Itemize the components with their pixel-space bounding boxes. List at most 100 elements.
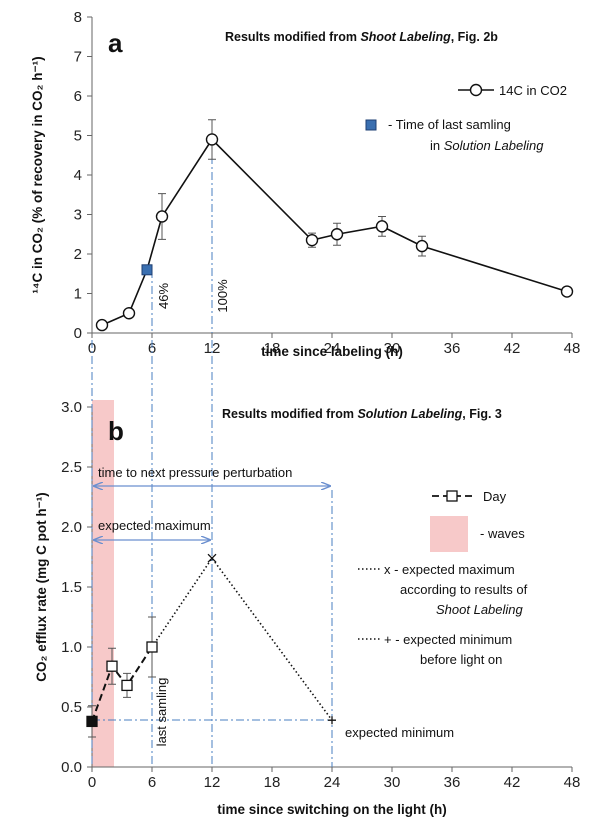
panel-a-ytick-label: 5 <box>74 128 82 145</box>
panel-b-label-next-perturbation: time to next pressure perturbation <box>98 465 292 480</box>
panel-b-xtick-label: 36 <box>444 774 461 791</box>
panel-a-ytick-label: 2 <box>74 246 82 263</box>
panel-b-xtick-label: 42 <box>504 774 521 791</box>
panel-b-title-pre: Results modified from <box>222 407 357 421</box>
panel-b-y-ticks: 0.0 0.5 1.0 1.5 2.0 2.5 3.0 <box>61 399 92 776</box>
panel-b-xtick-label: 18 <box>264 774 281 791</box>
panel-a-legend-sampling-line1: - Time of last samling <box>388 117 511 132</box>
panel-a-xtick-label: 12 <box>204 340 221 357</box>
panel-b-expected-max-marker <box>207 553 217 563</box>
panel-a-data-point <box>305 233 319 247</box>
panel-a-ytick-label: 7 <box>74 49 82 66</box>
panel-b-xtick-label: 12 <box>204 774 221 791</box>
panel-b-xtick-label: 48 <box>564 774 581 791</box>
panel-b-xlabel: time since switching on the light (h) <box>217 802 447 817</box>
panel-b-series <box>86 553 336 738</box>
panel-a-title-em: Shoot Labeling <box>360 30 451 44</box>
panel-a-data-point <box>375 220 389 233</box>
panel-a-title-post: , Fig. 2b <box>451 30 499 44</box>
panel-a-xtick-label: 30 <box>384 340 401 357</box>
panel-b-expected-min-marker <box>328 716 336 725</box>
panel-b-legend-max-line2: according to results of <box>400 582 528 597</box>
panel-a-xtick-label: 24 <box>324 340 341 357</box>
panel-b-xtick-label: 30 <box>384 774 401 791</box>
panel-b-legend-max-line1: x - expected maximum <box>384 562 515 577</box>
panel-b-legend-min-line2: before light on <box>420 652 502 667</box>
panel-a-legend-label: 14C in CO2 <box>499 83 567 98</box>
panel-a-data-point <box>330 228 344 241</box>
panel-b-title: Results modified from Solution Labeling,… <box>222 407 502 421</box>
panel-a-legend-square <box>365 119 377 131</box>
panel-a-series-line <box>101 138 568 326</box>
panel-a-ytick-label: 0 <box>74 325 82 342</box>
panel-b-data-point <box>121 679 133 692</box>
panel-a-ytick-label: 6 <box>74 88 82 105</box>
panel-b-label-last-sampling: last samling <box>154 678 169 747</box>
panel-b-expected-line <box>151 556 333 721</box>
panel-a-last-sampling-point <box>141 264 153 276</box>
panel-b-x-ticks: 0 6 12 18 24 30 36 42 48 <box>88 767 581 791</box>
panel-a-data-point <box>155 210 169 223</box>
panel-a-series <box>95 119 574 332</box>
panel-b-legend: Day - waves x - expected maximum accordi… <box>358 489 528 667</box>
panel-a-title-pre: Results modified from <box>225 30 360 44</box>
panel-b-title-em: Solution Labeling <box>357 407 462 421</box>
panel-a-y-ticks: 0 1 2 3 4 5 6 7 8 <box>74 9 92 342</box>
panel-a-title: Results modified from Shoot Labeling, Fi… <box>225 30 498 44</box>
panel-a-xtick-label: 36 <box>444 340 461 357</box>
panel-b-label-expected-minimum: expected minimum <box>345 725 454 740</box>
panel-b: 0.0 0.5 1.0 1.5 2.0 2.5 3.0 0 6 12 18 24 30 36 42 48 t… <box>34 340 580 817</box>
panel-a-data-point <box>560 285 574 298</box>
panel-b-legend-max-line3: Shoot Labeling <box>436 602 524 617</box>
panel-a-data-point <box>95 318 109 332</box>
panel-b-label-expected-maximum: expected maximum <box>98 518 211 533</box>
panel-a-xtick-label: 0 <box>88 340 96 357</box>
panel-a-ytick-label: 4 <box>74 167 82 184</box>
panel-a-xtick-label: 6 <box>148 340 156 357</box>
panel-a-xlabel: time since labeling (h) <box>261 344 403 359</box>
panel-a-legend-sampling-em: Solution Labeling <box>444 138 545 153</box>
panel-b-ytick-label: 2.5 <box>61 459 82 476</box>
panel-b-ytick-label: 1.5 <box>61 579 82 596</box>
panel-b-waves-band <box>92 400 114 767</box>
panel-b-ytick-label: 0.5 <box>61 699 82 716</box>
panel-a-label-46: 46% <box>156 283 171 309</box>
panel-b-data-point <box>86 715 98 728</box>
panel-b-ytick-label: 1.0 <box>61 639 82 656</box>
panel-b-legend-day-marker <box>446 490 458 502</box>
panel-b-data-point <box>106 660 118 672</box>
panel-a-label-100: 100% <box>215 279 230 313</box>
panel-b-ylabel: CO₂ efflux rate (mg C pot h⁻¹) <box>34 492 49 681</box>
panel-a-ytick-label: 8 <box>74 9 82 26</box>
panel-a-ytick-label: 3 <box>74 207 82 224</box>
panel-b-title-post: , Fig. 3 <box>462 407 502 421</box>
panel-a-letter: a <box>108 28 123 58</box>
panel-a-data-point <box>122 307 136 320</box>
panel-a-ylabel: ¹⁴C in CO₂ (% of recovery in CO₂ h⁻¹) <box>30 56 45 293</box>
panel-b-ytick-label: 0.0 <box>61 759 82 776</box>
panel-b-legend-waves-label: - waves <box>480 526 525 541</box>
panel-b-letter: b <box>108 416 124 446</box>
panel-a-xtick-label: 48 <box>564 340 581 357</box>
panel-b-legend-min-line1: + - expected minimum <box>384 632 512 647</box>
panel-b-ytick-label: 3.0 <box>61 399 82 416</box>
panel-a-legend-sampling-pre: in <box>430 138 444 153</box>
panel-a-x-ticks: 0 6 12 18 24 30 36 42 48 <box>88 333 581 357</box>
panel-a-data-point <box>415 239 429 253</box>
panel-b-legend-day-label: Day <box>483 489 507 504</box>
panel-b-xtick-label: 24 <box>324 774 341 791</box>
panel-a-data-point <box>205 133 219 146</box>
panel-b-legend-waves-swatch <box>430 516 468 552</box>
panel-a-xtick-label: 42 <box>504 340 521 357</box>
panel-a-legend-sampling-line2: in Solution Labeling <box>430 138 544 153</box>
panel-a-xtick-label: 18 <box>264 340 281 357</box>
panel-b-data-point <box>146 641 158 653</box>
panel-a-legend-marker <box>469 83 483 97</box>
panel-b-xtick-label: 0 <box>88 774 96 791</box>
panel-a-legend: 14C in CO2 - Time of last samling in Sol… <box>365 83 567 153</box>
panel-a-ytick-label: 1 <box>74 286 82 303</box>
panel-b-day-line <box>91 646 153 722</box>
panel-b-ytick-label: 2.0 <box>61 519 82 536</box>
